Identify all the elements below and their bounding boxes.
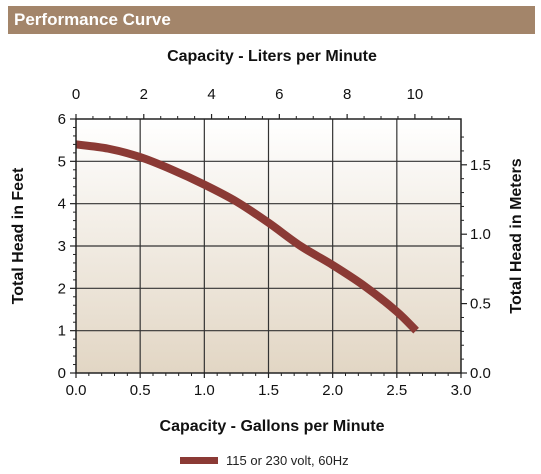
y-tick-label: 5: [58, 153, 66, 170]
legend-swatch: [180, 457, 218, 464]
top-axis-tick-label: 0: [72, 86, 80, 103]
top-axis-label: Capacity - Liters per Minute: [167, 48, 377, 65]
right-axis-tick-label: 1.5: [470, 157, 491, 174]
y-tick-label: 6: [58, 111, 66, 128]
performance-curve-line: [75, 140, 419, 334]
x-tick-label: 2.5: [386, 382, 407, 399]
page-title: Performance Curve: [14, 10, 171, 29]
x-tick-label: 1.0: [194, 382, 215, 399]
x-tick-label: 0.5: [130, 382, 151, 399]
grid-lines: [76, 119, 461, 373]
legend: 115 or 230 volt, 60Hz: [180, 453, 349, 468]
top-axis-tick-label: 8: [343, 86, 351, 103]
right-axis-tick-label: 0.5: [470, 296, 491, 313]
x-tick-label: 3.0: [451, 382, 472, 399]
series-layer: [75, 140, 419, 334]
y-tick-label: 4: [58, 196, 66, 213]
legend-label: 115 or 230 volt, 60Hz: [226, 453, 349, 468]
y-tick-label: 1: [58, 323, 66, 340]
x-axis-label: Capacity - Gallons per Minute: [160, 418, 385, 435]
right-axis-tick-label: 0.0: [470, 365, 491, 382]
plot-border: [75, 118, 462, 374]
top-axis-tick-label: 2: [140, 86, 148, 103]
right-axis-tick-label: 1.0: [470, 226, 491, 243]
y-tick-label: 3: [58, 238, 66, 255]
top-axis-tick-label: 4: [207, 86, 215, 103]
header-bar: [8, 6, 535, 34]
y-tick-label: 0: [58, 365, 66, 382]
y-axis-label: Total Head in Feet: [10, 167, 27, 304]
x-tick-label: 1.5: [258, 382, 279, 399]
top-axis-tick-label: 6: [275, 86, 283, 103]
x-tick-label: 0.0: [66, 382, 87, 399]
x-tick-label: 2.0: [322, 382, 343, 399]
top-axis-tick-label: 10: [407, 86, 424, 103]
right-axis-label: Total Head in Meters: [508, 158, 525, 313]
y-tick-label: 2: [58, 280, 66, 297]
